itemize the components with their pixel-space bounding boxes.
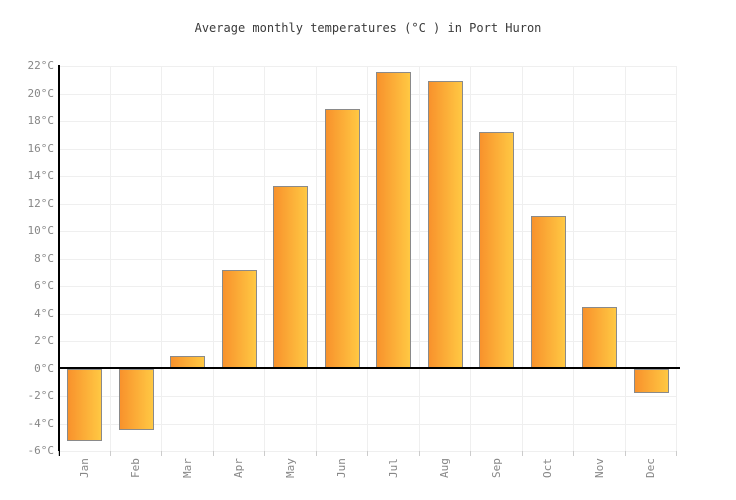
y-axis-tick-label: 4°C (34, 306, 54, 320)
gridline-horizontal (59, 286, 677, 287)
x-axis-tick (521, 451, 523, 456)
x-axis-label-jan: Jan (77, 458, 91, 478)
y-axis-line (58, 65, 60, 456)
gridline-vertical (109, 66, 111, 451)
y-axis-tick-label: 16°C (27, 141, 55, 155)
y-axis-tick-label: 0°C (34, 361, 54, 375)
gridline-horizontal (59, 423, 677, 425)
x-axis-label-sep: Sep (489, 458, 503, 478)
x-axis-label-may: May (283, 458, 297, 478)
x-axis-label-aug: Aug (438, 458, 452, 478)
x-axis-tick (676, 451, 677, 456)
x-axis-label-dec: Dec (644, 458, 658, 478)
gridline-vertical (418, 66, 420, 451)
x-axis-label-nov: Nov (592, 458, 606, 478)
y-axis-tick-label: -2°C (27, 389, 55, 402)
bar-jul (376, 71, 412, 369)
x-axis-label-feb: Feb (129, 458, 143, 478)
bar-oct (530, 215, 566, 369)
x-axis-tick (315, 451, 317, 456)
y-axis-tick-label: 20°C (27, 86, 55, 100)
gridline-horizontal (59, 341, 677, 342)
x-axis-label-jul: Jul (386, 458, 400, 478)
y-axis-tick-label: -4°C (27, 416, 55, 430)
bar-feb (118, 368, 154, 431)
gridline-vertical (161, 66, 162, 451)
y-axis-tick-label: 12°C (27, 196, 55, 210)
x-axis-tick (264, 451, 265, 456)
bar-may (273, 185, 309, 369)
gridline-vertical (212, 66, 214, 451)
bar-nov (582, 306, 618, 369)
y-axis-tick-label: 2°C (34, 334, 54, 347)
gridline-horizontal (59, 451, 677, 452)
x-axis-tick (418, 451, 420, 456)
y-axis-tick-label: 18°C (27, 114, 55, 127)
x-axis-tick (212, 451, 214, 456)
y-axis-tick-label: 14°C (27, 169, 55, 182)
x-axis-tick (470, 451, 471, 456)
gridline-horizontal (59, 148, 677, 150)
gridline-vertical (521, 66, 523, 451)
gridline-vertical (367, 66, 368, 451)
gridline-vertical (470, 66, 471, 451)
x-axis-label-apr: Apr (232, 458, 246, 478)
y-axis-tick-label: 22°C (27, 59, 55, 72)
gridline-horizontal (59, 66, 677, 67)
bar-jan (67, 368, 103, 442)
gridline-vertical (624, 66, 626, 451)
gridline-vertical (264, 66, 265, 451)
x-axis-tick (573, 451, 574, 456)
x-axis-label-oct: Oct (541, 458, 555, 478)
bar-apr (221, 269, 257, 369)
x-axis-tick (624, 451, 626, 456)
gridline-horizontal (59, 258, 677, 260)
x-axis-label-jun: Jun (335, 458, 349, 478)
gridline-horizontal (59, 203, 677, 205)
y-axis-tick-label: -6°C (27, 444, 55, 457)
zero-baseline (58, 367, 680, 369)
gridline-horizontal (59, 121, 677, 122)
bar-jun (324, 108, 360, 369)
bar-sep (479, 132, 515, 369)
gridline-horizontal (59, 176, 677, 177)
x-axis-tick (161, 451, 162, 456)
gridline-horizontal (59, 231, 677, 232)
bar-aug (427, 81, 463, 369)
y-axis-tick-label: 10°C (27, 224, 55, 237)
x-axis-tick (367, 451, 368, 456)
gridline-horizontal (59, 93, 677, 95)
plot-area (59, 66, 677, 452)
x-axis-tick (109, 451, 111, 456)
y-axis-tick-label: 6°C (34, 279, 54, 292)
chart-title: Average monthly temperatures (°C ) in Po… (194, 21, 542, 35)
y-axis-tick-label: 8°C (34, 251, 54, 265)
gridline-horizontal (59, 396, 677, 397)
gridline-vertical (573, 66, 574, 451)
gridline-horizontal (59, 313, 677, 315)
bar-dec (633, 368, 669, 394)
x-axis-tick (58, 451, 59, 456)
gridline-vertical (676, 66, 677, 451)
x-axis-label-mar: Mar (180, 458, 194, 478)
gridline-vertical (315, 66, 317, 451)
